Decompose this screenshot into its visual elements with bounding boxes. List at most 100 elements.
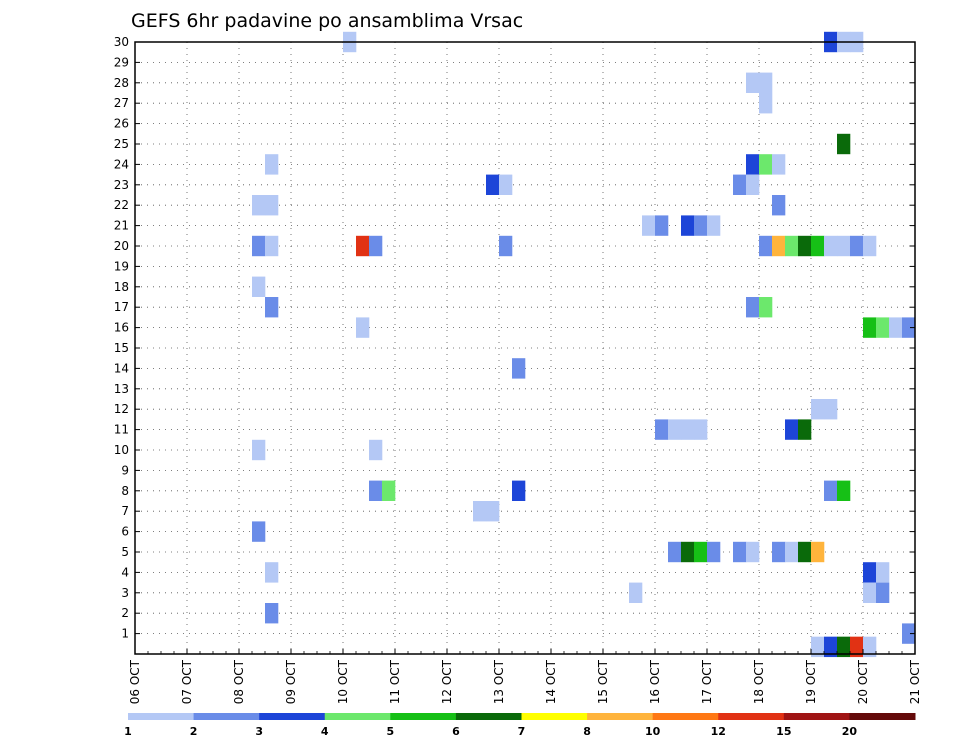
precip-cell bbox=[382, 480, 396, 501]
precip-cell bbox=[824, 235, 838, 257]
precip-cell bbox=[889, 317, 903, 338]
x-tick-label: 13 OCT bbox=[492, 659, 506, 704]
precip-cell bbox=[707, 541, 721, 563]
precip-cell bbox=[642, 215, 656, 236]
precip-cell bbox=[668, 541, 682, 563]
y-tick-label: 4 bbox=[121, 565, 129, 579]
precip-cell bbox=[252, 439, 266, 461]
colorbar-label: 1 bbox=[124, 725, 132, 738]
colorbar-label: 2 bbox=[190, 725, 198, 738]
x-axis: 06 OCT 07 OCT 08 OCT 09 OCT 10 OCT 11 OCT 12 O… bbox=[128, 649, 922, 704]
precip-cell bbox=[265, 603, 279, 624]
precip-cell bbox=[876, 562, 890, 583]
precip-cell bbox=[863, 582, 877, 603]
precip-cell bbox=[811, 399, 825, 420]
precip-cell bbox=[759, 297, 773, 318]
chart-title: GEFS 6hr padavine po ansamblima Vrsac bbox=[131, 10, 523, 32]
precip-cell bbox=[759, 72, 773, 93]
precip-cell bbox=[759, 235, 773, 257]
y-tick-label: 11 bbox=[114, 423, 129, 437]
y-tick-label: 5 bbox=[121, 545, 129, 559]
precip-cell bbox=[863, 636, 877, 658]
precip-cell bbox=[694, 541, 708, 563]
colorbar-swatch bbox=[849, 713, 916, 720]
precip-cell bbox=[850, 235, 864, 257]
precip-cell bbox=[863, 235, 877, 257]
precip-cell bbox=[785, 541, 799, 563]
precip-cell bbox=[733, 174, 747, 195]
precip-cell bbox=[811, 636, 825, 658]
precip-cell bbox=[694, 419, 708, 440]
y-tick-label: 27 bbox=[114, 96, 129, 110]
colorbar-swatch bbox=[652, 713, 719, 720]
precip-cell bbox=[746, 174, 760, 195]
colorbar-swatch bbox=[193, 713, 260, 720]
y-tick-label: 9 bbox=[121, 463, 129, 477]
y-tick-label: 24 bbox=[114, 157, 129, 171]
precip-cells bbox=[252, 31, 916, 658]
y-tick-label: 12 bbox=[114, 402, 129, 416]
x-tick-label: 17 OCT bbox=[700, 659, 714, 704]
colorbar-swatch bbox=[587, 713, 654, 720]
precip-cell bbox=[902, 623, 916, 644]
colorbar-swatch bbox=[455, 713, 522, 720]
precip-cell bbox=[759, 154, 773, 175]
precip-cell bbox=[772, 195, 786, 216]
colorbar-label: 15 bbox=[776, 725, 791, 738]
precip-cell bbox=[655, 419, 669, 440]
y-tick-label: 16 bbox=[114, 321, 129, 335]
precip-cell bbox=[265, 154, 279, 175]
precip-cell bbox=[746, 72, 760, 93]
y-tick-label: 13 bbox=[114, 382, 129, 396]
y-tick-label: 22 bbox=[114, 198, 129, 212]
precip-cell bbox=[252, 276, 266, 297]
y-tick-label: 17 bbox=[114, 300, 129, 314]
colorbar-swatch bbox=[718, 713, 785, 720]
precip-cell bbox=[512, 480, 526, 501]
precip-cell bbox=[356, 235, 370, 257]
y-tick-label: 25 bbox=[114, 137, 129, 151]
precip-cell bbox=[681, 215, 695, 236]
precip-cell bbox=[837, 636, 851, 658]
y-tick-label: 30 bbox=[114, 35, 129, 49]
precip-cell bbox=[863, 317, 877, 338]
colorbar-label: 20 bbox=[842, 725, 858, 738]
precip-cell bbox=[486, 174, 500, 195]
precip-cell bbox=[707, 215, 721, 236]
precip-cell bbox=[850, 636, 864, 658]
precip-cell bbox=[902, 317, 916, 338]
x-tick-label: 18 OCT bbox=[752, 659, 766, 704]
precip-cell bbox=[837, 480, 851, 501]
precip-cell bbox=[252, 235, 266, 257]
precip-cell bbox=[486, 501, 500, 522]
precip-cell bbox=[265, 297, 279, 318]
y-tick-label: 21 bbox=[114, 219, 129, 233]
colorbar-label: 6 bbox=[452, 725, 460, 738]
colorbar-label: 5 bbox=[387, 725, 395, 738]
y-tick-label: 18 bbox=[114, 280, 129, 294]
y-tick-label: 26 bbox=[114, 117, 129, 131]
y-tick-label: 14 bbox=[114, 361, 129, 375]
colorbar-label: 12 bbox=[711, 725, 726, 738]
colorbar-swatch bbox=[259, 713, 326, 720]
precip-cell bbox=[356, 317, 370, 338]
y-tick-label: 20 bbox=[114, 239, 129, 253]
precip-cell bbox=[694, 215, 708, 236]
precip-cell bbox=[369, 439, 383, 461]
precip-cell bbox=[824, 636, 838, 658]
y-tick-label: 15 bbox=[114, 341, 129, 355]
x-tick-label: 09 OCT bbox=[284, 659, 298, 704]
y-tick-label: 3 bbox=[121, 586, 129, 600]
colorbar-swatch bbox=[521, 713, 588, 720]
precip-cell bbox=[473, 501, 487, 522]
precip-cell bbox=[681, 541, 695, 563]
precip-cell bbox=[837, 133, 851, 155]
precip-cell bbox=[772, 541, 786, 563]
precip-cell bbox=[785, 419, 799, 440]
colorbar-swatch bbox=[324, 713, 391, 720]
x-tick-label: 15 OCT bbox=[596, 659, 610, 704]
precip-cell bbox=[252, 521, 266, 542]
x-tick-label: 16 OCT bbox=[648, 659, 662, 704]
colorbar-swatch bbox=[783, 713, 850, 720]
